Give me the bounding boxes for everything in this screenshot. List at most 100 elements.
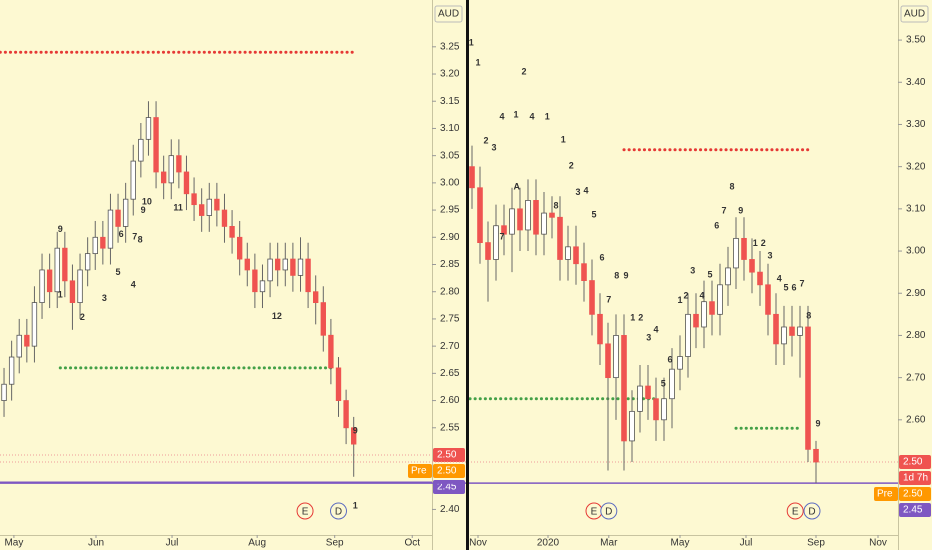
candle-body: [805, 326, 811, 450]
sequence-label: 4: [777, 273, 782, 283]
candle-body: [789, 326, 795, 336]
sequence-label: 7: [799, 278, 804, 288]
candle-body: [605, 343, 611, 379]
sequence-label: 3: [102, 293, 107, 303]
candle-body: [693, 313, 699, 328]
x-tick-label: Sep: [326, 538, 344, 549]
y-tick-label: 2.85: [440, 259, 460, 270]
sequence-label: 6: [119, 229, 124, 239]
x-tick-label: Oct: [404, 538, 420, 549]
price-tag-label: 2.45: [903, 505, 923, 516]
event-marker: [803, 502, 821, 520]
event-label: D: [335, 507, 342, 518]
candle-body: [477, 187, 483, 244]
candle-body: [501, 225, 507, 235]
y-tick-label: 3.40: [906, 77, 926, 88]
candle-body: [252, 269, 258, 293]
candle-body: [541, 212, 547, 235]
candle-body: [525, 200, 531, 231]
candle-body: [709, 301, 715, 315]
candle-body: [613, 335, 619, 379]
candle-body: [589, 280, 595, 315]
y-tick-label: 2.60: [440, 395, 460, 406]
event-label: E: [792, 507, 799, 518]
y-tick-label: 2.90: [440, 232, 460, 243]
candle-body: [275, 258, 281, 271]
y-tick-label: 2.70: [440, 341, 460, 352]
candle-body: [39, 269, 45, 304]
y-tick-label: 3.15: [440, 96, 460, 107]
event-marker: [786, 502, 804, 520]
price-tag-label: 2.50: [903, 457, 923, 468]
sequence-label: 12: [272, 311, 282, 321]
y-tick-label: 3.10: [440, 123, 460, 134]
price-tag-prefix-label: Pre: [411, 466, 427, 477]
candle-body: [138, 138, 144, 162]
event-label: E: [302, 507, 309, 518]
sequence-label: 6: [714, 221, 719, 231]
candle-body: [637, 385, 643, 412]
candle-body: [549, 212, 555, 218]
event-label: E: [591, 507, 598, 518]
price-tag-prefix-label: Pre: [877, 489, 893, 500]
x-tick-label: Aug: [248, 538, 266, 549]
y-tick-label: 3.20: [906, 161, 926, 172]
sequence-label: 2: [80, 312, 85, 322]
y-tick-label: 3.20: [440, 69, 460, 80]
y-tick-label: 3.25: [440, 41, 460, 52]
y-tick-label: 2.75: [440, 314, 460, 325]
sequence-label: 9: [815, 418, 820, 428]
price-tag-label: 2.50: [437, 466, 457, 477]
candle-body: [16, 334, 22, 358]
candle-body: [685, 313, 691, 357]
candle-body: [62, 247, 68, 282]
candle-body: [517, 208, 523, 231]
candle-body: [221, 209, 228, 227]
price-tag: [433, 463, 465, 478]
y-tick-label: 2.70: [906, 372, 926, 383]
y-tick-label: 3.00: [440, 178, 460, 189]
candle-body: [1, 383, 7, 401]
sequence-label: 3: [767, 250, 772, 260]
candle-body: [733, 237, 739, 269]
panel: 3.25 3.20 3.15 3.10 3.05 3.00 2.95 2.90 2.85 2.80…: [0, 0, 466, 550]
sequence-label: A: [514, 181, 521, 191]
candle-body: [176, 155, 182, 173]
candle-body: [653, 398, 659, 421]
sequence-label: 4: [583, 186, 588, 196]
candle-body: [765, 284, 771, 315]
candle-body: [493, 225, 499, 260]
sequence-label: 1: [630, 313, 635, 323]
y-tick-label: 2.40: [440, 504, 460, 515]
price-tag: [899, 455, 931, 470]
x-tick-label: May: [4, 538, 23, 549]
sequence-label: 1: [353, 501, 358, 511]
y-tick-label: 3.00: [906, 246, 926, 257]
event-label: D: [808, 507, 815, 518]
sequence-label: 9: [58, 224, 63, 234]
sequence-label: 2: [483, 136, 488, 146]
candle-body: [305, 258, 311, 293]
y-tick-label: 2.55: [440, 422, 460, 433]
candle-body: [797, 326, 803, 336]
candle-body: [597, 313, 603, 345]
candle-body: [725, 267, 731, 286]
sequence-label: 5: [591, 210, 596, 220]
candle-body: [573, 246, 579, 265]
y-tick-label: 2.65: [440, 368, 460, 379]
event-marker: [330, 502, 348, 520]
sequence-label: 8: [553, 200, 558, 210]
candle-body: [781, 326, 787, 345]
sequence-label: 2: [521, 67, 526, 77]
panel-divider: [466, 0, 469, 550]
sequence-label: 8: [138, 234, 143, 244]
x-tick-label: Jun: [88, 538, 104, 549]
candle-body: [773, 313, 779, 345]
candle-body: [677, 356, 683, 370]
candle-body: [669, 368, 675, 400]
sequence-label: 6: [791, 283, 796, 293]
sequence-label: 2: [683, 291, 688, 301]
y-tick-label: 2.80: [906, 330, 926, 341]
candle-body: [645, 385, 651, 400]
